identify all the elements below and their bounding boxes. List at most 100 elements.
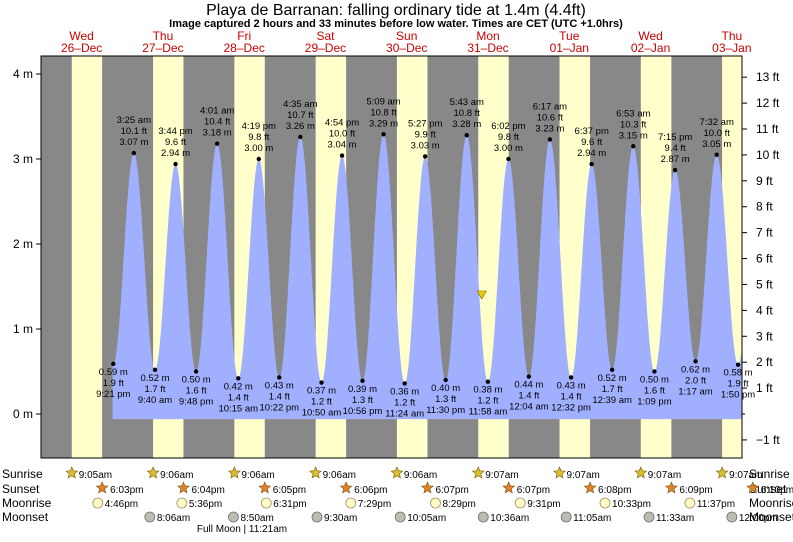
high-tide-feet: 10.3 ft (620, 119, 647, 130)
low-tide-metres: 0.50 m (182, 375, 211, 386)
moonset-icon (394, 511, 406, 523)
high-tide-metres: 3.26 m (286, 121, 315, 132)
high-tide-metres: 3.07 m (119, 137, 148, 148)
high-tide-dot (672, 167, 678, 173)
moonset-row-label-left: Moonset (2, 510, 49, 524)
moonrise-icon (260, 497, 272, 509)
day-date: 31–Dec (467, 41, 508, 55)
low-tide-time: 1:50 pm (721, 390, 755, 401)
sunset-time: 6:07pm (435, 485, 468, 496)
high-tide-time: 6:02 pm (491, 121, 525, 132)
high-tide-metres: 3.15 m (619, 130, 648, 141)
low-tide-time: 10:50 am (302, 408, 342, 419)
low-tide-metres: 0.37 m (307, 386, 336, 397)
day-date: 28–Dec (224, 41, 265, 55)
low-tide-feet: 1.3 ft (352, 395, 373, 406)
high-tide-dot (173, 161, 178, 167)
low-tide-feet: 1.4 ft (518, 391, 539, 402)
moonset-icon (560, 511, 572, 523)
day-date: 02–Jan (631, 41, 670, 55)
low-tide-metres: 0.52 m (598, 373, 627, 384)
low-tide-time: 9:48 pm (179, 397, 213, 408)
high-tide-feet: 9.8 ft (498, 132, 519, 143)
high-tide-metres: 2.94 m (161, 148, 190, 159)
sunrise-icon (227, 466, 241, 479)
moonrise-time: 11:37pm (697, 499, 735, 510)
day-name: Thu (721, 29, 742, 43)
sunset-icon (746, 481, 760, 494)
sunset-icon (420, 481, 434, 494)
sunset-time: 6:04pm (191, 485, 224, 496)
sunrise-time: 9:06am (160, 470, 193, 481)
low-tide-time: 10:56 pm (343, 406, 383, 417)
high-tide-time: 4:35 am (283, 99, 317, 110)
low-tide-time: 10:15 am (218, 403, 258, 414)
sunset-icon (339, 481, 353, 494)
sunrise-icon (553, 466, 566, 479)
day-headers: Wed26–DecThu27–DecFri28–DecSat29–DecSun3… (61, 29, 752, 55)
day-name: Fri (237, 29, 251, 43)
high-tide-metres: 2.94 m (577, 148, 606, 159)
day-name: Sat (316, 29, 335, 43)
low-tide-feet: 1.4 ft (228, 392, 249, 403)
low-tide-dot (236, 376, 241, 381)
high-tide-time: 5:27 pm (408, 118, 442, 129)
moonset-time: 8:06am (157, 513, 190, 524)
daylight-band (71, 56, 103, 458)
low-tide-metres: 0.50 m (640, 375, 669, 386)
low-tide-metres: 0.43 m (265, 380, 294, 391)
high-tide-dot (214, 141, 220, 146)
day-date: 01–Jan (550, 41, 589, 55)
high-tide-time: 4:01 am (200, 106, 234, 117)
low-tide-time: 1:17 am (678, 386, 712, 397)
day-name: Tue (559, 29, 580, 43)
low-tide-metres: 0.38 m (473, 385, 502, 396)
low-tide-dot (319, 380, 324, 385)
low-tide-dot (402, 381, 407, 386)
low-tide-dot (735, 362, 741, 367)
sunrise-icon (146, 466, 160, 479)
sunrise-time: 9:07am (648, 470, 681, 481)
moonset-time: 11:05am (573, 513, 611, 524)
low-tide-metres: 0.62 m (681, 364, 710, 375)
high-tide-feet: 10.1 ft (121, 126, 148, 137)
low-tide-feet: 1.4 ft (561, 391, 582, 402)
sunrise-icon (634, 466, 648, 479)
moonset-icon (726, 511, 738, 523)
high-tide-time: 6:37 pm (575, 126, 609, 137)
day-name: Wed (638, 29, 662, 43)
low-tide-feet: 1.6 ft (186, 386, 207, 397)
sunrise-row-label-left: Sunrise (2, 467, 43, 481)
low-tide-time: 9:40 am (138, 395, 172, 406)
high-tide-time: 7:32 am (700, 117, 734, 128)
high-tide-dot (131, 150, 137, 156)
high-tide-metres: 3.04 m (328, 140, 357, 151)
low-tide-metres: 0.42 m (224, 381, 253, 392)
low-tide-dot (111, 361, 116, 367)
low-tide-metres: 0.40 m (431, 383, 460, 394)
high-tide-dot (381, 132, 386, 137)
left-axis-label: 3 m (13, 152, 33, 166)
high-tide-dot (464, 133, 469, 138)
high-tide-time: 4:54 pm (325, 118, 359, 129)
sunrise-row-label-right: Sunrise (749, 467, 790, 481)
high-tide-dot (631, 144, 636, 149)
moonrise-time: 10:33pm (612, 499, 651, 510)
chart-subtitle: Image captured 2 hours and 33 minutes be… (169, 18, 623, 30)
right-axis-label: 9 ft (756, 174, 773, 188)
low-tide-metres: 0.52 m (140, 373, 169, 384)
moonrise-time: 4:46pm (105, 499, 138, 510)
sunset-icon (664, 481, 678, 494)
moonset-icon (643, 511, 655, 523)
sunset-icon (583, 481, 597, 494)
high-tide-metres: 3.29 m (369, 118, 398, 129)
high-tide-metres: 3.28 m (452, 119, 481, 130)
high-tide-metres: 3.00 m (494, 143, 523, 154)
low-tide-time: 1:09 pm (637, 397, 671, 408)
low-tide-dot (193, 369, 199, 374)
day-name: Mon (476, 29, 499, 43)
high-tide-feet: 10.6 ft (537, 112, 564, 123)
right-axis-label: 12 ft (756, 96, 780, 110)
moonrise-time: 8:29pm (442, 499, 475, 510)
high-tide-time: 6:53 am (616, 108, 650, 119)
